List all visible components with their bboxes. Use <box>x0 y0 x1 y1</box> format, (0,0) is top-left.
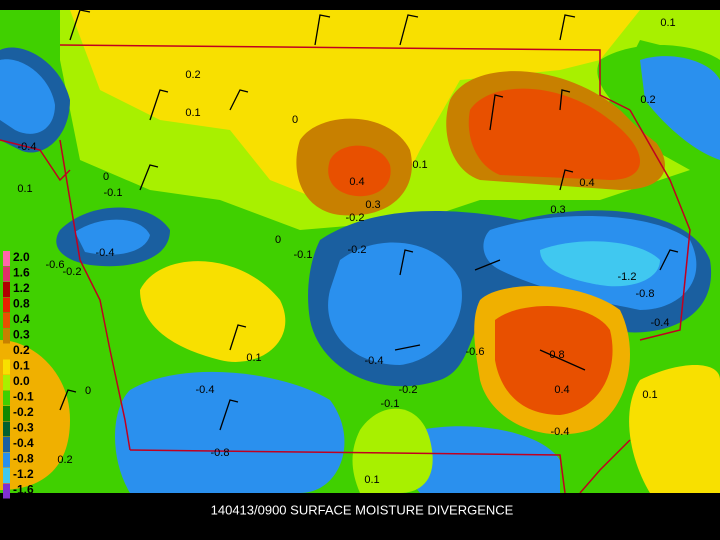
contour-label: 0.1 <box>364 474 379 486</box>
contour-label: 0.4 <box>579 177 594 189</box>
contour-label: -0.4 <box>365 355 384 367</box>
contour-label: -0.4 <box>196 384 215 396</box>
legend-swatch <box>3 297 10 313</box>
contour-label: -0.2 <box>348 244 367 256</box>
contour-label: 0.3 <box>550 204 565 216</box>
contour-label: 0.2 <box>640 94 655 106</box>
contour-label: 0.3 <box>365 199 380 211</box>
legend-label: 0.3 <box>13 328 30 342</box>
legend-swatch <box>3 313 10 328</box>
contour-label: 0.2 <box>57 454 72 466</box>
contour-label: -0.1 <box>104 187 123 199</box>
legend-swatch <box>3 390 10 406</box>
contour-label: -0.8 <box>211 447 230 459</box>
contour-label: 0.1 <box>642 389 657 401</box>
caption-bar <box>0 493 720 540</box>
contour-label: 0 <box>103 171 109 183</box>
legend-label: 0.2 <box>13 343 30 357</box>
legend-label: 0.1 <box>13 359 30 373</box>
legend-label: 0.4 <box>13 312 30 326</box>
contour-label: 0.2 <box>185 69 200 81</box>
legend-swatch <box>3 437 10 452</box>
legend-swatch <box>3 421 10 437</box>
contour-label: 0.4 <box>554 384 569 396</box>
caption: 140413/0900 SURFACE MOISTURE DIVERGENCE <box>211 502 514 517</box>
legend-swatch <box>3 282 10 297</box>
legend-swatch <box>3 344 10 359</box>
contour-label: 0.8 <box>549 349 564 361</box>
contour-label: 0.1 <box>412 159 427 171</box>
contour-label: 0 <box>275 234 281 246</box>
legend-swatch <box>3 359 10 375</box>
contour-label: -0.6 <box>46 259 65 271</box>
contour-label: 0 <box>85 385 91 397</box>
legend-label: 0.8 <box>13 297 30 311</box>
contour-label: -0.4 <box>551 426 570 438</box>
contour-label: -0.2 <box>346 212 365 224</box>
legend-label: -0.8 <box>13 452 34 466</box>
contour-label: 0.1 <box>246 352 261 364</box>
legend-swatch <box>3 452 10 468</box>
contour-label: -0.4 <box>96 247 115 259</box>
legend-label: -0.1 <box>13 390 34 404</box>
contour-label: -1.2 <box>618 271 637 283</box>
legend-swatch <box>3 406 10 421</box>
legend-label: -1.2 <box>13 467 34 481</box>
contour-label: 0.1 <box>185 107 200 119</box>
legend-label: 0.0 <box>13 374 30 388</box>
legend-label: -0.3 <box>13 421 34 435</box>
contour-label: -0.6 <box>466 346 485 358</box>
contour-label: 0.1 <box>660 17 675 29</box>
contour-label: -0.1 <box>294 249 313 261</box>
legend-swatch <box>3 328 10 344</box>
legend-label: 2.0 <box>13 250 30 264</box>
contour-label: 0.4 <box>349 176 364 188</box>
contour-label: -0.2 <box>399 384 418 396</box>
contour-label: -0.1 <box>381 398 400 410</box>
contour-field <box>0 10 720 494</box>
legend-swatch <box>3 266 10 282</box>
wind-barbs <box>59 9 679 431</box>
legend-label: -0.2 <box>13 405 34 419</box>
legend-swatch <box>3 375 10 390</box>
legend-label: -1.6 <box>13 483 34 497</box>
legend-swatch <box>3 483 10 499</box>
contour-label: 0 <box>292 114 298 126</box>
legend-label: 1.6 <box>13 266 30 280</box>
contour-label: -0.4 <box>18 141 37 153</box>
contour-label: -0.8 <box>636 288 655 300</box>
legend-swatch <box>3 468 10 483</box>
legend-swatch <box>3 251 10 266</box>
legend-label: -0.4 <box>13 436 34 450</box>
contour-label: -0.2 <box>63 266 82 278</box>
legend-label: 1.2 <box>13 281 30 295</box>
contour-label: -0.4 <box>651 317 670 329</box>
contour-label: 0.1 <box>17 183 32 195</box>
